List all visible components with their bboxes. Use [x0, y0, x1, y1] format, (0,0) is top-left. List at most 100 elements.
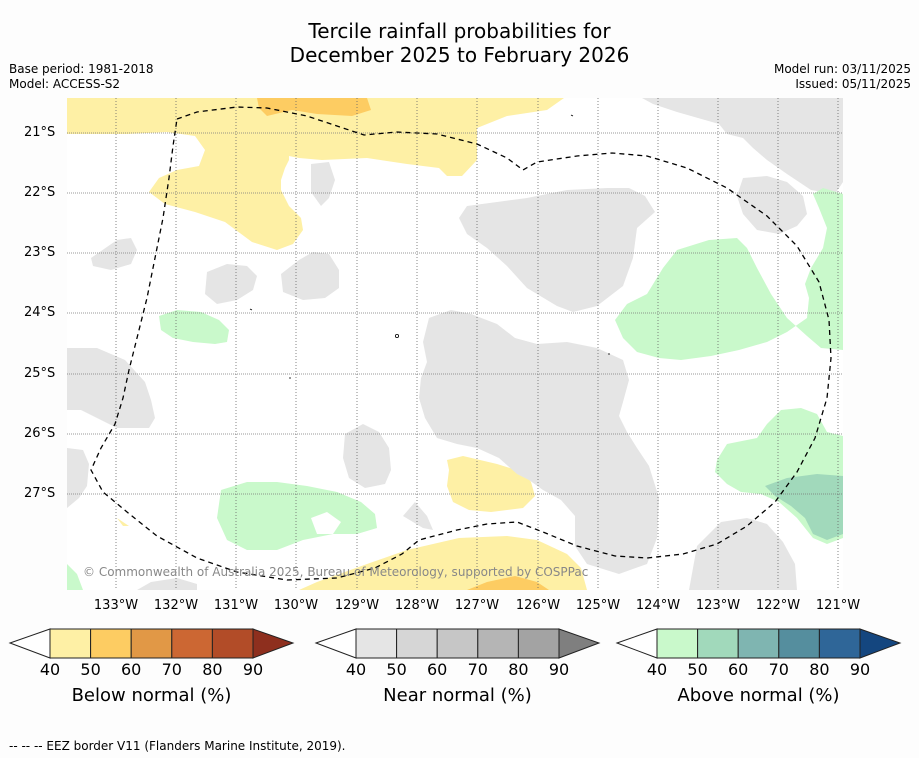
colorbar-near-bin-3	[436, 628, 479, 659]
colorbar-above-bin-5	[818, 628, 861, 659]
near-normal-region-central	[459, 188, 655, 312]
white-hole	[311, 512, 341, 534]
colorbar-below-title: Below normal (%)	[71, 685, 232, 706]
colorbar-below-tick: 60	[121, 660, 142, 679]
colorbar-near-title: Near normal (%)	[383, 685, 532, 706]
colorbar-above-tick: 80	[809, 660, 830, 679]
near-normal-region-small-6	[403, 502, 433, 530]
near-normal-region-core	[419, 310, 659, 574]
colorbar-below-bin-4	[171, 628, 213, 659]
colorbar-near-tick: 40	[345, 660, 367, 679]
colorbar-above-extend-min	[615, 628, 658, 659]
meta-right: Model run: 03/11/2025 Issued: 05/11/2025	[774, 62, 911, 92]
model-run-text: Model run: 03/11/2025	[773, 62, 911, 76]
colorbar-near-extend-max	[558, 628, 601, 659]
colorbar-above-tick: 60	[728, 660, 749, 679]
colorbar-above-bin-2	[697, 628, 739, 659]
longitude-gridlines	[115, 98, 839, 590]
colorbar-near-bin-2	[396, 628, 438, 659]
above-normal-regions	[67, 188, 843, 590]
lon-label: 126°W	[515, 598, 561, 613]
colorbar-near-tick: 50	[386, 660, 407, 679]
near-normal-region-south-west	[137, 578, 197, 590]
colorbar-near	[314, 628, 601, 659]
colorbar-below-tick: 80	[202, 660, 223, 679]
colorbar-near-bin-1	[355, 628, 398, 659]
colorbar-near-bin-4	[477, 628, 519, 659]
colorbar-below-bin-2	[90, 628, 132, 659]
lon-label: 122°W	[755, 598, 801, 613]
lon-label: 129°W	[334, 598, 380, 613]
island-marker-1	[394, 333, 399, 338]
lat-label: 25°S	[24, 366, 56, 381]
lon-label: 124°W	[635, 598, 681, 613]
colorbar-above	[615, 628, 902, 659]
below-normal-region-southwest	[117, 518, 129, 526]
lat-label: 27°S	[24, 486, 56, 501]
near-normal-region-small-5	[343, 424, 391, 488]
near-normal-region-small-3	[281, 252, 339, 300]
below-normal-region-south-core	[467, 576, 549, 590]
lat-label: 21°S	[24, 125, 56, 140]
colorbar-above-title: Above normal (%)	[677, 685, 840, 706]
colorbar-below-tick: 40	[39, 660, 61, 679]
latitude-gridlines	[67, 132, 843, 495]
above-normal-region-west	[159, 310, 229, 344]
colorbar-near-extend-min	[314, 628, 357, 659]
above-normal-region-south	[217, 482, 377, 550]
colorbar-below	[8, 628, 295, 659]
colorbar-below-tick: 70	[161, 660, 182, 679]
colorbar-below-extend-min	[8, 628, 51, 659]
title-line-2: December 2025 to February 2026	[289, 43, 630, 67]
near-normal-region-small-1	[91, 238, 137, 270]
eez-border	[90, 106, 832, 581]
colorbar-near-tick: 70	[467, 660, 488, 679]
colorbar-above-extend-max	[859, 628, 902, 659]
colorbar-below-tick: 50	[80, 660, 101, 679]
map-panel	[67, 98, 843, 590]
lon-label: 133°W	[93, 598, 139, 613]
colorbar-above-tick: 50	[687, 660, 708, 679]
above-normal-region-southeast-core	[765, 474, 843, 540]
near-normal-region-east-hook	[737, 176, 807, 234]
lon-label: 121°W	[815, 598, 861, 613]
colorbars-svg	[8, 628, 902, 659]
above-normal-region-southwest	[67, 564, 83, 590]
colorbar-below-bin-1	[49, 628, 92, 659]
lon-label: 132°W	[153, 598, 199, 613]
map-svg	[67, 98, 843, 590]
below-normal-region-south	[299, 536, 587, 590]
colorbar-below-bin-5	[211, 628, 254, 659]
eez-footnote: -- -- -- EEZ border V11 (Flanders Marine…	[9, 739, 346, 753]
near-normal-regions	[67, 98, 843, 590]
lon-label: 127°W	[454, 598, 500, 613]
model-text: Model: ACCESS-S2	[9, 77, 121, 91]
near-normal-region-small-2	[205, 264, 257, 304]
colorbar-near-tick: 80	[508, 660, 529, 679]
colorbar-ticks: 40 50 60 70 80 90 40 50 60 70 80 90 40 5…	[0, 660, 919, 682]
below-normal-region-north	[67, 98, 564, 250]
below-normal-region-north-core	[257, 98, 371, 116]
colorbar-above-bin-3	[737, 628, 780, 659]
title-line-1: Tercile rainfall probabilities for	[308, 19, 611, 43]
colorbar-near-tick: 90	[548, 660, 570, 679]
colorbar-above-tick: 40	[646, 660, 668, 679]
island-marker-5	[570, 114, 574, 117]
chart-title: Tercile rainfall probabilities for Decem…	[0, 19, 919, 67]
lat-label: 26°S	[24, 426, 56, 441]
colorbar-near-bin-5	[517, 628, 560, 659]
above-normal-region-east	[615, 188, 843, 360]
lon-label: 131°W	[213, 598, 259, 613]
copyright-text: © Commonwealth of Australia 2025, Bureau…	[83, 565, 589, 579]
lat-label: 22°S	[24, 185, 56, 200]
colorbar-below-extend-max	[252, 628, 295, 659]
meta-left: Base period: 1981-2018 Model: ACCESS-S2	[9, 62, 154, 92]
near-normal-region-west-small	[67, 448, 89, 508]
colorbar-above-tick: 70	[768, 660, 789, 679]
lat-label: 24°S	[24, 305, 56, 320]
colorbar-below-bin-3	[130, 628, 173, 659]
island-markers	[249, 114, 610, 379]
colorbar-above-bin-1	[656, 628, 699, 659]
colorbar-below-tick: 90	[242, 660, 264, 679]
lon-label: 130°W	[273, 598, 319, 613]
